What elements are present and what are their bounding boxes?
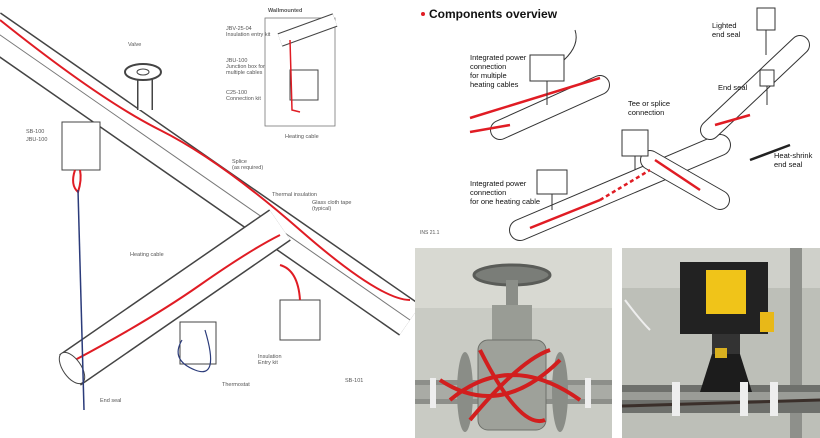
installation-diagram: Wallmounted Valve SB-100 JBU-100 Splice (as … (0, 8, 421, 411)
label: Splice (as required) (232, 159, 263, 171)
label: Heating cable (130, 252, 164, 258)
heating-cables (469, 76, 791, 230)
label-line: Tee or splice (628, 99, 670, 108)
junction-box (61, 121, 101, 411)
label: JBU-100 (26, 137, 47, 143)
label: Thermal insulation (272, 192, 317, 198)
inset-diagram: Wallmounted (264, 8, 338, 127)
label-line: end seal (712, 30, 741, 39)
label-line: Heating cable (285, 134, 319, 140)
label: Heating cable (285, 134, 319, 140)
label-line: End seal (718, 83, 748, 92)
label-line: (as required) (232, 165, 263, 171)
bullet (421, 12, 425, 16)
label: End seal (100, 398, 121, 404)
section-title: Components overview (429, 7, 558, 21)
figure-code: INS 21.1 (420, 230, 440, 236)
label-line: JBU-100 (226, 58, 247, 64)
diagram-labels: Valve SB-100 JBU-100 Splice (as required) The… (26, 26, 363, 404)
label-line: Integrated power (470, 179, 527, 188)
label: Insulation Entry kit (258, 354, 282, 366)
components-overview: Components overview Integrated power conn… (415, 0, 820, 241)
label-line: connection (470, 62, 506, 71)
label-line: Lighted (712, 21, 737, 30)
label-line: SB-100 (26, 129, 44, 135)
label-line: JBV-25-04 (226, 26, 252, 32)
label-line: Entry kit (258, 360, 278, 366)
label: Integrated power connection for multiple he… (470, 53, 527, 89)
label: Heat-shrink end seal (774, 151, 813, 169)
junction-box-photo (621, 248, 820, 438)
label: Valve (128, 42, 141, 48)
label-line: Junction box for (226, 64, 265, 70)
label-line: Connection kit (226, 96, 261, 102)
label: Thermostat (222, 382, 250, 388)
label-line: multiple cables (226, 70, 263, 76)
label-line: Thermostat (222, 382, 250, 388)
label: Glass cloth tape (typical) (312, 200, 351, 212)
label-line: Insulation entry kit (226, 32, 271, 38)
label-line: Heat-shrink (774, 151, 813, 160)
label-line: connection (628, 108, 664, 117)
label: Lighted end seal (712, 21, 741, 39)
label: Integrated power connection for one heatin… (470, 179, 540, 206)
label: SB-100 (26, 129, 44, 135)
connection-box (279, 264, 321, 341)
label-line: heating cables (470, 80, 519, 89)
label-line: Heating cable (130, 252, 164, 258)
label-line: for one heating cable (470, 197, 540, 206)
label-line: JBU-100 (26, 137, 47, 143)
label-line: Integrated power (470, 53, 527, 62)
label-line: End seal (100, 398, 121, 404)
branch-pipe (58, 209, 291, 386)
label-line: C25-100 (226, 90, 247, 96)
label: JBV-25-04 Insulation entry kit (226, 26, 271, 38)
inset-title: Wallmounted (268, 8, 302, 14)
label-line: Valve (128, 42, 141, 48)
label-line: (typical) (312, 206, 331, 212)
label-line: connection (470, 188, 506, 197)
label-line: for multiple (470, 71, 507, 80)
label: SB-101 (345, 378, 363, 384)
label-line: SB-101 (345, 378, 363, 384)
label-line: Glass cloth tape (312, 200, 351, 206)
label-line: Splice (232, 159, 247, 165)
main-pipe (0, 12, 421, 336)
valve-photo (415, 248, 612, 438)
connection-boxes (529, 7, 776, 210)
label-line: Insulation (258, 354, 282, 360)
label: C25-100 Connection kit (226, 90, 261, 102)
thermostat (177, 321, 217, 373)
label-line: end seal (774, 160, 803, 169)
component-labels: Integrated power connection for multiple he… (470, 21, 813, 206)
label: JBU-100 Junction box for multiple cables (226, 58, 265, 76)
label: End seal (718, 83, 748, 92)
valve (124, 63, 162, 110)
label: Tee or splice connection (628, 99, 670, 117)
label-line: Thermal insulation (272, 192, 317, 198)
